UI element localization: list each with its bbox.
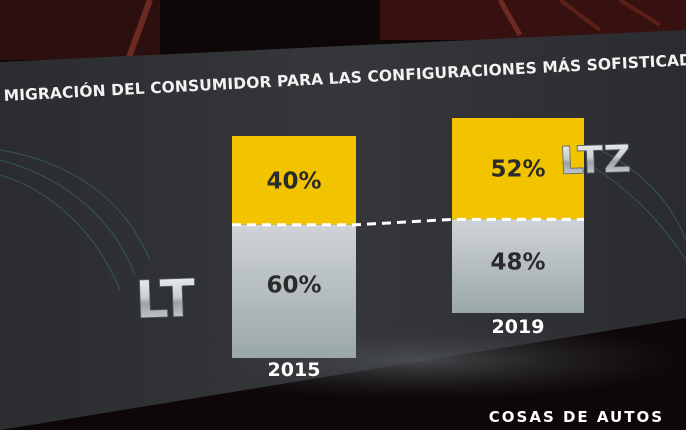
teal-swoosh-decoration	[0, 149, 686, 291]
series-label-lt: LT	[134, 269, 197, 331]
category-label-2015: 2015	[268, 359, 321, 381]
bar-ltz-2015	[232, 136, 356, 225]
bar-lt-2019	[452, 219, 584, 313]
segment-divider-dashed-line	[232, 217, 584, 227]
data-label-lt-2015: 60%	[266, 273, 321, 299]
data-label-lt-2019: 48%	[490, 250, 545, 276]
watermark-text: COSAS DE AUTOS	[488, 408, 664, 426]
series-label-ltz: LTZ	[559, 137, 632, 183]
data-label-ltz-2015: 40%	[266, 168, 321, 194]
category-label-2019: 2019	[492, 316, 545, 338]
bar-lt-2015	[232, 224, 356, 358]
bar-ltz-2019	[452, 118, 584, 220]
floor-ellipse-decoration	[150, 320, 686, 400]
data-label-ltz-2019: 52%	[490, 157, 545, 183]
stacked-bars: 40% 60% 2015 52% 48% 2019	[232, 118, 584, 381]
